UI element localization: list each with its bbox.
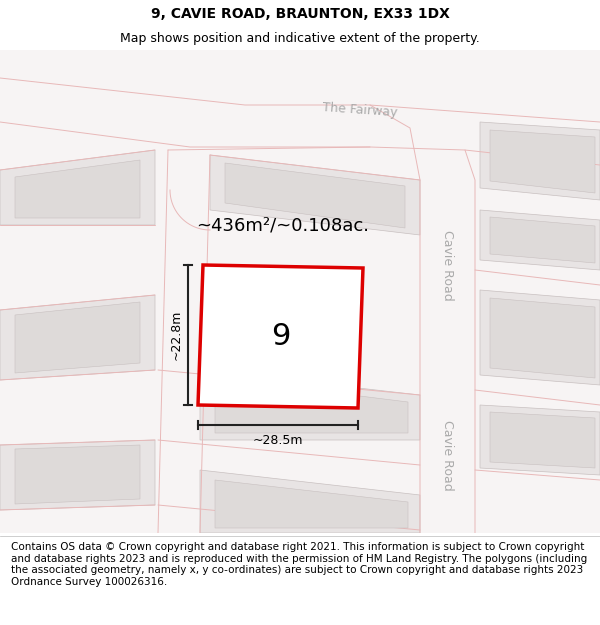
Polygon shape xyxy=(490,298,595,378)
Text: ~28.5m: ~28.5m xyxy=(253,434,303,447)
Polygon shape xyxy=(210,155,420,235)
Text: 9: 9 xyxy=(271,322,290,351)
Text: 9, CAVIE ROAD, BRAUNTON, EX33 1DX: 9, CAVIE ROAD, BRAUNTON, EX33 1DX xyxy=(151,6,449,21)
Text: Cavie Road: Cavie Road xyxy=(440,419,454,491)
Polygon shape xyxy=(15,445,140,504)
Polygon shape xyxy=(200,370,420,440)
Polygon shape xyxy=(0,295,155,380)
Polygon shape xyxy=(0,440,155,510)
Text: Map shows position and indicative extent of the property.: Map shows position and indicative extent… xyxy=(120,32,480,45)
Polygon shape xyxy=(480,290,600,385)
Polygon shape xyxy=(0,150,155,225)
Polygon shape xyxy=(198,265,363,408)
Polygon shape xyxy=(480,210,600,270)
Text: Contains OS data © Crown copyright and database right 2021. This information is : Contains OS data © Crown copyright and d… xyxy=(11,542,587,587)
Text: ~436m²/~0.108ac.: ~436m²/~0.108ac. xyxy=(197,216,370,234)
Polygon shape xyxy=(215,480,408,528)
Polygon shape xyxy=(490,217,595,263)
Text: ~22.8m: ~22.8m xyxy=(170,310,183,360)
Polygon shape xyxy=(490,412,595,468)
Text: The Fairway: The Fairway xyxy=(322,101,398,119)
Polygon shape xyxy=(200,470,420,533)
Polygon shape xyxy=(480,122,600,200)
Polygon shape xyxy=(15,302,140,373)
Polygon shape xyxy=(225,163,405,228)
Polygon shape xyxy=(480,405,600,475)
Polygon shape xyxy=(215,378,408,433)
Polygon shape xyxy=(15,160,140,218)
Text: Cavie Road: Cavie Road xyxy=(440,229,454,301)
Polygon shape xyxy=(490,130,595,193)
